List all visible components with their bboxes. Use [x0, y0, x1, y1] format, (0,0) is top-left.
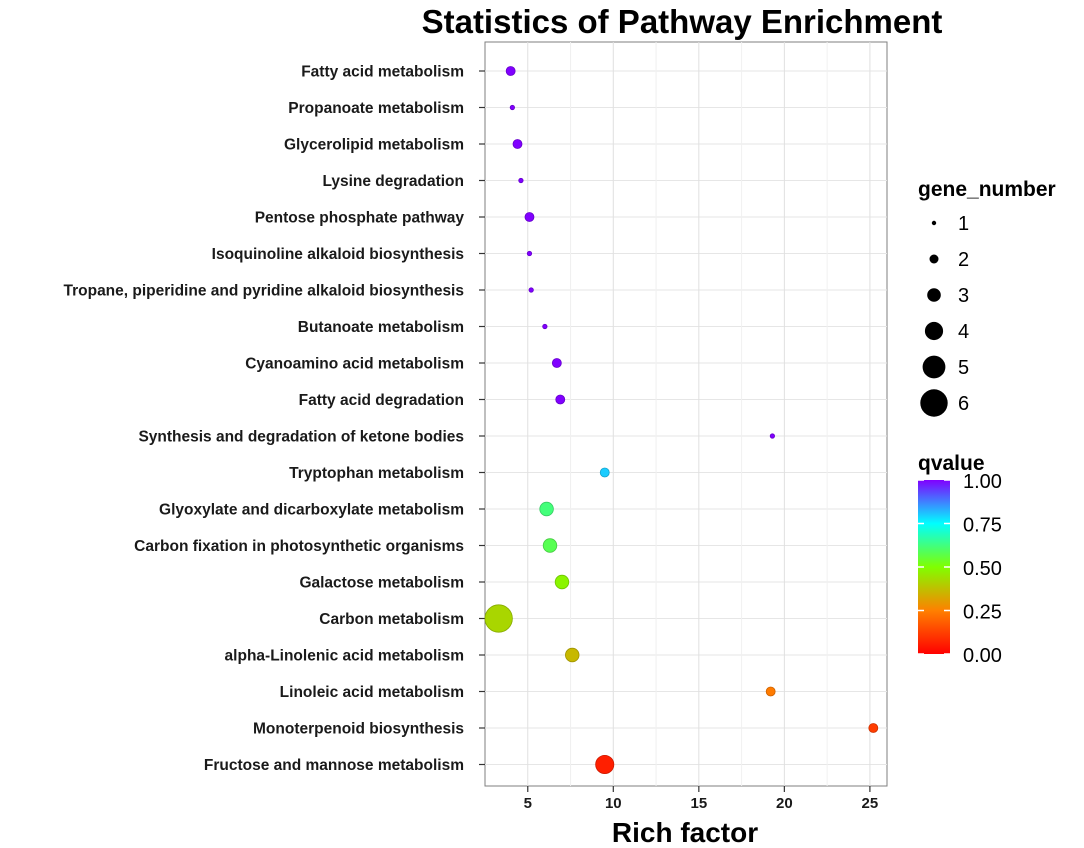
y-tick-label: Fatty acid metabolism	[301, 64, 464, 81]
colorbar-label: 0.50	[963, 558, 1002, 580]
data-point	[542, 538, 558, 553]
colorbar-label: 0.25	[963, 602, 1002, 624]
data-point	[505, 66, 516, 76]
plot-panel	[484, 41, 888, 787]
data-point	[599, 467, 610, 478]
y-tick-label: Galactose metabolism	[299, 575, 464, 592]
y-tick-label: Cyanoamino acid metabolism	[245, 356, 464, 373]
data-point	[551, 358, 562, 368]
colorbar-label: 1.00	[963, 471, 1002, 493]
y-tick-label: Carbon fixation in photosynthetic organi…	[134, 538, 464, 555]
size-legend-label: 5	[958, 357, 969, 379]
data-point	[524, 212, 535, 222]
y-tick-label: Lysine degradation	[322, 173, 464, 190]
x-tick-label: 25	[862, 795, 879, 812]
data-point	[484, 604, 513, 633]
data-point	[765, 686, 776, 697]
x-tick-label: 15	[690, 795, 707, 812]
data-point	[539, 501, 554, 517]
color-legend-ticks: 1.00 0.75 0.50 0.25 0.00	[918, 471, 1002, 667]
size-legend: 1 2 3 4 5 6	[920, 213, 969, 417]
y-tick-label: Butanoate metabolism	[298, 319, 464, 336]
y-tick-label: Pentose phosphate pathway	[255, 210, 465, 227]
colorbar-label: 0.75	[963, 515, 1002, 537]
data-points	[484, 66, 879, 775]
size-legend-dot	[920, 389, 948, 417]
y-tick-label: Fructose and mannose metabolism	[204, 757, 464, 774]
chart-title: Statistics of Pathway Enrichment	[422, 3, 943, 40]
y-tick-label: Monoterpenoid biosynthesis	[253, 721, 464, 738]
size-legend-dot	[922, 355, 946, 379]
y-tick-label: Propanoate metabolism	[288, 100, 464, 117]
x-tick-label: 5	[524, 795, 532, 812]
y-tick-label: Tryptophan metabolism	[289, 465, 464, 482]
size-legend-dot	[927, 288, 941, 302]
x-axis-ticks: 5 10 15 20 25	[524, 786, 879, 812]
x-axis-label: Rich factor	[612, 817, 758, 848]
data-point	[554, 574, 570, 590]
size-legend-label: 3	[958, 285, 969, 307]
y-tick-label: Fatty acid degradation	[299, 392, 464, 409]
size-legend-title: gene_number	[918, 178, 1056, 201]
size-legend-dot	[929, 254, 939, 264]
y-tick-label: Glyoxylate and dicarboxylate metabolism	[159, 502, 464, 519]
data-point	[565, 647, 580, 663]
y-tick-label: Carbon metabolism	[319, 611, 464, 628]
size-legend-label: 2	[958, 249, 969, 271]
size-legend-label: 1	[958, 213, 969, 235]
size-legend-dot	[931, 220, 937, 226]
data-point	[868, 723, 879, 733]
data-point	[555, 394, 566, 405]
x-tick-label: 10	[605, 795, 622, 812]
y-tick-label: Glycerolipid metabolism	[284, 137, 464, 154]
data-point	[769, 433, 775, 439]
y-tick-label: alpha-Linolenic acid metabolism	[225, 648, 464, 665]
size-legend-dot	[924, 321, 944, 341]
y-tick-label: Tropane, piperidine and pyridine alkaloi…	[63, 283, 464, 300]
size-legend-label: 6	[958, 393, 969, 415]
color-legend-title: qvalue	[918, 452, 985, 475]
size-legend-label: 4	[958, 321, 969, 343]
data-point	[528, 287, 534, 293]
y-tick-label: Synthesis and degradation of ketone bodi…	[138, 429, 464, 446]
data-point	[526, 250, 533, 257]
data-point	[512, 139, 523, 149]
x-tick-label: 20	[776, 795, 793, 812]
y-tick-label: Linoleic acid metabolism	[280, 684, 464, 701]
data-point	[595, 755, 615, 775]
y-tick-label: Isoquinoline alkaloid biosynthesis	[212, 246, 464, 263]
data-point	[542, 323, 548, 330]
data-point	[509, 104, 515, 111]
data-point	[518, 177, 524, 184]
y-axis-labels: Fatty acid metabolism Propanoate metaboli…	[63, 64, 485, 774]
colorbar-label: 0.00	[963, 645, 1002, 667]
